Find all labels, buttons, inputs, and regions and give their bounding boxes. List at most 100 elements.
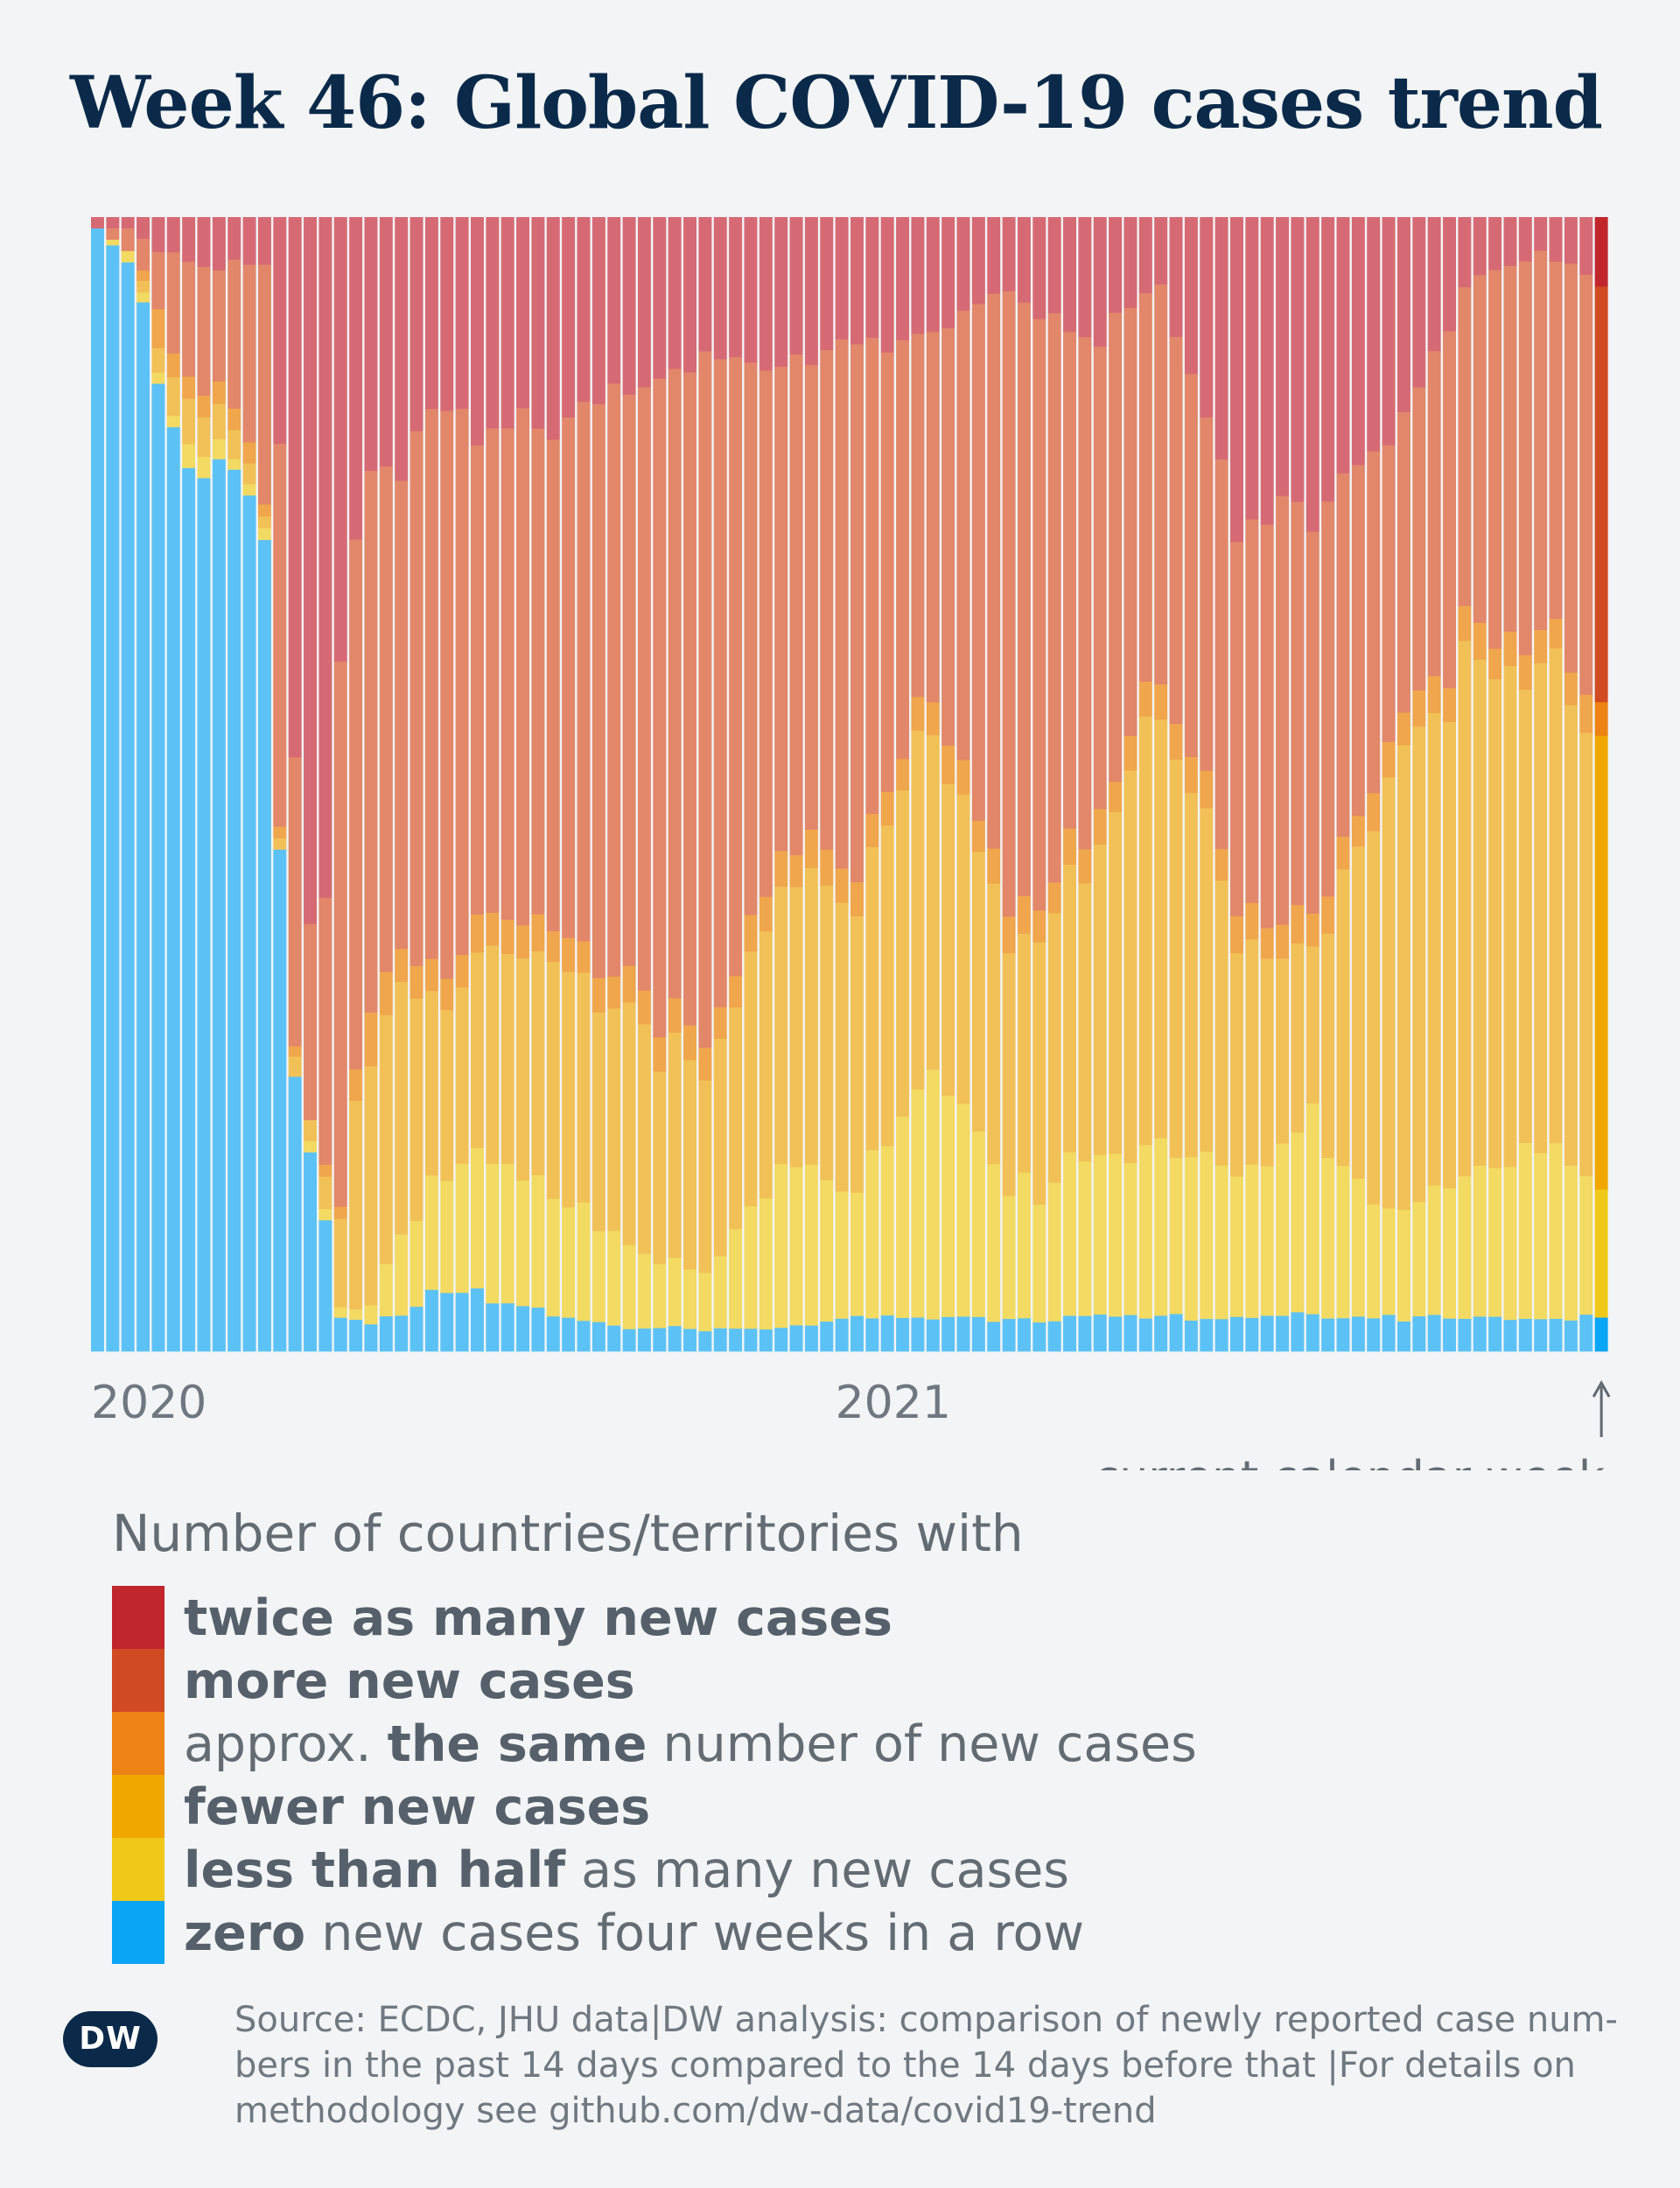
bar-segment-more (1382, 445, 1396, 743)
bar-segment-same (774, 851, 788, 887)
week-bar (228, 217, 242, 1352)
bar-segment-fewer (789, 887, 803, 1168)
bar-segment-less-half (820, 1180, 834, 1322)
bar-segment-same (318, 1164, 332, 1177)
bar-segment-fewer (729, 1007, 743, 1230)
bar-segment-less-half (1458, 1176, 1472, 1320)
bar-segment-twice (1200, 217, 1214, 418)
bar-segment-twice (850, 217, 864, 345)
bar-segment-same (288, 1046, 302, 1057)
bar-segment-more (1488, 270, 1502, 649)
bar-segment-zero (607, 1325, 621, 1352)
bar-segment-fewer (1549, 648, 1563, 1144)
bar-segment-same (1503, 631, 1517, 667)
bar-segment-twice (1306, 217, 1320, 532)
bar-segment-same (212, 381, 226, 404)
bar-segment-more (349, 539, 363, 1070)
week-bar (1138, 217, 1152, 1352)
bar-segment-twice (942, 217, 956, 329)
bar-segment-same (729, 976, 743, 1008)
bar-segment-zero (288, 1076, 302, 1352)
bar-segment-more (1321, 501, 1335, 897)
bar-segment-less-half (1473, 1165, 1487, 1317)
bar-segment-fewer (1534, 663, 1548, 1154)
bar-segment-more (440, 410, 454, 979)
source-line: Source: ECDC, JHU data|DW analysis: comp… (234, 2000, 1618, 2040)
bar-segment-less-half (1169, 1158, 1183, 1315)
bar-segment-less-half (865, 1150, 879, 1319)
bar-segment-twice (774, 217, 788, 368)
bar-segment-twice (1291, 217, 1305, 502)
bar-segment-twice (1473, 217, 1487, 276)
bar-segment-less-half (333, 1307, 347, 1319)
bar-segment-same (804, 829, 818, 869)
bar-segment-same (1276, 924, 1290, 959)
bar-segment-zero (500, 1303, 514, 1352)
chart-title: Week 46: Global COVID-19 cases trend (70, 61, 1603, 145)
bar-segment-less-half (1093, 1154, 1107, 1315)
bar-segment-same (1396, 712, 1410, 746)
bar-segment-zero (1321, 1318, 1335, 1352)
bar-segment-twice (106, 217, 120, 229)
bar-segment-twice (1124, 217, 1138, 309)
bar-segment-twice (653, 217, 667, 380)
bar-segment-twice (151, 217, 165, 253)
bar-segment-more (1184, 374, 1198, 758)
bar-segment-less-half (835, 1191, 849, 1320)
bar-segment-twice (288, 217, 302, 758)
bar-segment-more (835, 339, 849, 869)
bar-segment-same (668, 998, 682, 1034)
bar-segment-same (440, 978, 454, 1011)
bar-segment-same (562, 937, 576, 972)
week-bar (257, 217, 271, 1352)
bar-segment-zero (106, 245, 120, 1352)
bar-segment-same (1214, 849, 1228, 881)
bar-segment-more (880, 352, 894, 793)
bar-segment-twice (440, 217, 454, 411)
bar-segment-same (835, 868, 849, 903)
week-bar (1579, 217, 1593, 1352)
bar-segment-more (106, 228, 120, 241)
bar-segment-more (1109, 312, 1123, 782)
bar-segment-more (668, 368, 682, 999)
bar-segment-twice (1427, 217, 1441, 352)
bar-segment-zero (744, 1329, 758, 1352)
bar-segment-twice (729, 217, 743, 358)
bar-segment-more (942, 328, 956, 747)
bar-segment-twice (1260, 217, 1274, 525)
bar-segment-more (1396, 412, 1410, 713)
current-week-arrow-head (1592, 1379, 1611, 1398)
bar-segment-fewer (333, 1218, 347, 1308)
bar-segment-zero (1063, 1315, 1076, 1352)
bar-segment-twice (121, 217, 135, 229)
bar-segment-twice (971, 217, 985, 305)
bar-segment-fewer (744, 951, 758, 1207)
bar-segment-zero (759, 1329, 773, 1352)
week-bar (759, 217, 773, 1352)
bar-segment-more (304, 923, 317, 1121)
bar-segment-same (1351, 816, 1365, 847)
bar-segment-fewer (1336, 869, 1350, 1167)
bar-segment-twice (562, 217, 576, 418)
bar-segment-zero (1002, 1319, 1016, 1352)
bar-segment-same (607, 976, 621, 1009)
week-bar (1230, 217, 1243, 1352)
bar-segment-fewer (1093, 845, 1107, 1156)
bar-segment-zero (971, 1316, 985, 1352)
bar-segment-more (121, 228, 135, 252)
bar-segment-same (942, 745, 956, 785)
bar-segment-zero (1200, 1319, 1214, 1352)
bar-segment-fewer (1427, 712, 1441, 1187)
bar-segment-more (896, 340, 910, 760)
bar-segment-twice (1594, 217, 1608, 287)
bar-segment-more (729, 357, 743, 977)
bar-segment-more (471, 445, 484, 915)
bar-segment-same (455, 955, 469, 988)
bar-segment-zero (926, 1319, 940, 1352)
bar-segment-twice (713, 217, 727, 360)
bar-segment-twice (592, 217, 606, 405)
bar-segment-zero (577, 1321, 591, 1352)
bar-segment-zero (136, 302, 150, 1352)
bar-segment-more (1017, 303, 1031, 897)
bar-segment-twice (1351, 217, 1365, 466)
